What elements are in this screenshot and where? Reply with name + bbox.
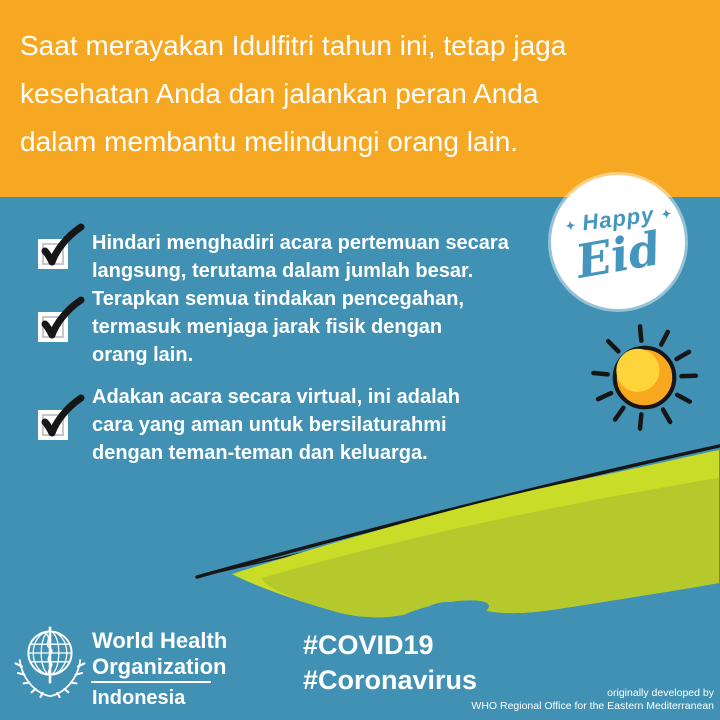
checkbox-icon bbox=[38, 394, 85, 440]
star-icon: ✦ bbox=[660, 206, 672, 222]
check-line: cara yang aman untuk bersilaturahmi bbox=[92, 414, 447, 436]
who-name: World Health Organization bbox=[92, 628, 227, 680]
header-line-3: dalam membantu melindungi orang lain. bbox=[20, 126, 519, 157]
header-title: Saat merayakan Idulfitri tahun ini, teta… bbox=[20, 22, 566, 166]
check-line: termasuk menjaga jarak fisik dengan bbox=[92, 316, 443, 338]
hill-graphic bbox=[195, 444, 720, 632]
checkbox-icon bbox=[38, 296, 85, 342]
credit-line-1: originally developed by bbox=[607, 687, 714, 699]
check-line: langsung, terutama dalam jumlah besar. bbox=[92, 260, 474, 282]
check-line: orang lain. bbox=[92, 344, 194, 366]
credit-note: originally developed by WHO Regional Off… bbox=[471, 687, 714, 713]
credit-line-2: WHO Regional Office for the Eastern Medi… bbox=[471, 700, 714, 712]
check-item-text: Terapkan semua tindakan pencegahan, term… bbox=[92, 285, 464, 369]
who-name-line-2: Organization bbox=[92, 654, 227, 679]
check-item-text: Hindari menghadiri acara pertemuan secar… bbox=[92, 229, 509, 285]
badge-eid-text: Eid bbox=[571, 221, 665, 289]
header-line-2: kesehatan Anda dan jalankan peran Anda bbox=[20, 78, 539, 109]
check-line: Hindari menghadiri acara pertemuan secar… bbox=[92, 232, 509, 254]
who-divider bbox=[91, 681, 211, 683]
hashtag-covid19: #COVID19 bbox=[303, 630, 434, 660]
checkmark-icon bbox=[41, 394, 85, 437]
checkmark-icon bbox=[41, 296, 85, 339]
who-emblem-icon bbox=[14, 626, 86, 699]
check-item-text: Adakan acara secara virtual, ini adalah … bbox=[92, 383, 460, 467]
happy-eid-badge: ✦ Happy ✦ Eid bbox=[551, 175, 685, 309]
star-icon: ✦ bbox=[564, 218, 577, 234]
header-band bbox=[0, 0, 720, 197]
hashtags: #COVID19 #Coronavirus bbox=[303, 628, 477, 698]
hashtag-coronavirus: #Coronavirus bbox=[303, 665, 478, 695]
checkbox-icon bbox=[38, 223, 85, 269]
checkmark-icon bbox=[41, 223, 85, 266]
check-line: dengan teman-teman dan keluarga. bbox=[92, 442, 428, 464]
who-country-label: Indonesia bbox=[92, 687, 186, 709]
check-line: Adakan acara secara virtual, ini adalah bbox=[92, 386, 460, 408]
sun-icon bbox=[591, 324, 699, 431]
check-line: Terapkan semua tindakan pencegahan, bbox=[92, 288, 464, 310]
who-name-line-1: World Health bbox=[92, 628, 228, 653]
header-line-1: Saat merayakan Idulfitri tahun ini, teta… bbox=[20, 30, 567, 61]
